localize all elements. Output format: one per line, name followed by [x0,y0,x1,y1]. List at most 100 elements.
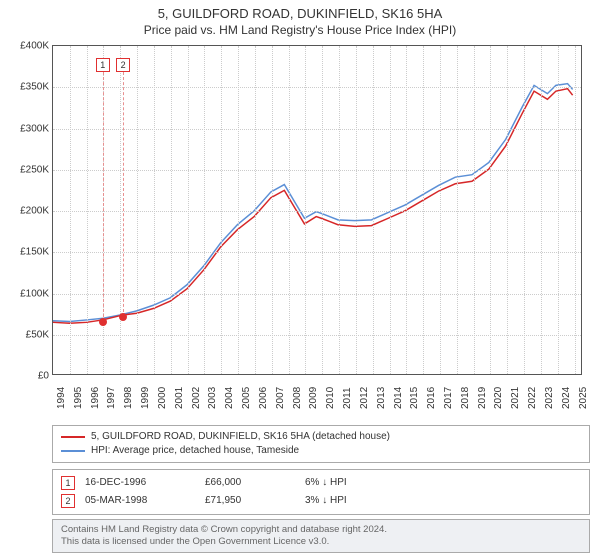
gridline-vertical [575,46,576,374]
x-tick-label: 1994 [56,387,67,409]
x-tick-label: 2018 [460,387,471,409]
gridline-vertical [558,46,559,374]
legend-item: HPI: Average price, detached house, Tame… [61,444,581,458]
gridline-vertical [171,46,172,374]
gridline-vertical [322,46,323,374]
gridline-horizontal [53,252,581,253]
legend-swatch [61,436,85,438]
sale-row: 205-MAR-1998£71,9503% ↓ HPI [61,492,581,510]
footer-attribution: Contains HM Land Registry data © Crown c… [52,519,590,553]
x-tick-label: 2004 [224,387,235,409]
gridline-vertical [221,46,222,374]
y-tick-label: £100K [11,288,49,299]
sale-marker-dot [99,318,107,326]
x-tick-label: 1995 [73,387,84,409]
y-tick-label: £50K [11,329,49,340]
footer-line-2: This data is licensed under the Open Gov… [61,536,581,548]
x-tick-label: 2011 [342,387,353,409]
gridline-vertical [440,46,441,374]
chart-container: £0£50K£100K£150K£200K£250K£300K£350K£400… [10,41,590,421]
x-tick-label: 2002 [191,387,202,409]
gridline-vertical [238,46,239,374]
footer-line-1: Contains HM Land Registry data © Crown c… [61,524,581,536]
page-title: 5, GUILDFORD ROAD, DUKINFIELD, SK16 5HA [0,0,600,21]
sale-marker-box: 1 [96,58,110,72]
gridline-vertical [356,46,357,374]
x-tick-label: 2005 [241,387,252,409]
y-tick-label: £200K [11,206,49,217]
sale-row-diff: 3% ↓ HPI [305,492,375,510]
sale-marker-line [103,72,104,322]
y-tick-label: £350K [11,82,49,93]
gridline-vertical [255,46,256,374]
line-chart-svg [53,46,581,374]
gridline-vertical [305,46,306,374]
x-tick-label: 2010 [325,387,336,409]
x-tick-label: 2022 [527,387,538,409]
gridline-vertical [188,46,189,374]
gridline-vertical [490,46,491,374]
gridline-vertical [541,46,542,374]
sales-table: 116-DEC-1996£66,0006% ↓ HPI205-MAR-1998£… [52,469,590,515]
x-tick-label: 1998 [123,387,134,409]
gridline-horizontal [53,294,581,295]
gridline-vertical [137,46,138,374]
sale-row-date: 05-MAR-1998 [85,492,195,510]
gridline-vertical [507,46,508,374]
gridline-vertical [373,46,374,374]
legend-item: 5, GUILDFORD ROAD, DUKINFIELD, SK16 5HA … [61,430,581,444]
x-tick-label: 2025 [578,387,589,409]
x-tick-label: 2013 [376,387,387,409]
y-tick-label: £300K [11,123,49,134]
y-tick-label: £0 [11,371,49,382]
gridline-horizontal [53,335,581,336]
x-tick-label: 2016 [426,387,437,409]
legend-label: HPI: Average price, detached house, Tame… [91,444,299,458]
legend-label: 5, GUILDFORD ROAD, DUKINFIELD, SK16 5HA … [91,430,390,444]
page-subtitle: Price paid vs. HM Land Registry's House … [0,21,600,41]
sale-marker-box: 2 [116,58,130,72]
x-tick-label: 2000 [157,387,168,409]
x-tick-label: 2014 [393,387,404,409]
x-tick-label: 2020 [493,387,504,409]
x-tick-label: 2007 [275,387,286,409]
gridline-vertical [390,46,391,374]
x-tick-label: 2001 [174,387,185,409]
y-tick-label: £400K [11,41,49,52]
x-tick-label: 2023 [544,387,555,409]
x-tick-label: 2024 [561,387,572,409]
gridline-vertical [524,46,525,374]
x-tick-label: 2015 [409,387,420,409]
sale-row-diff: 6% ↓ HPI [305,474,375,492]
legend-swatch [61,450,85,452]
x-tick-label: 2003 [207,387,218,409]
gridline-vertical [457,46,458,374]
x-tick-label: 2012 [359,387,370,409]
gridline-vertical [339,46,340,374]
gridline-vertical [423,46,424,374]
x-tick-label: 1999 [140,387,151,409]
gridline-horizontal [53,87,581,88]
y-tick-label: £150K [11,247,49,258]
gridline-horizontal [53,129,581,130]
gridline-vertical [289,46,290,374]
sale-row-marker: 1 [61,476,75,490]
sale-row-date: 16-DEC-1996 [85,474,195,492]
gridline-vertical [70,46,71,374]
x-tick-label: 1996 [90,387,101,409]
x-tick-label: 2008 [292,387,303,409]
gridline-vertical [120,46,121,374]
plot-area: £0£50K£100K£150K£200K£250K£300K£350K£400… [52,45,582,375]
sale-row-marker: 2 [61,494,75,508]
series-line [53,89,573,324]
sale-marker-line [123,72,124,317]
x-tick-label: 1997 [106,387,117,409]
gridline-vertical [154,46,155,374]
gridline-vertical [87,46,88,374]
sale-marker-dot [119,313,127,321]
x-tick-label: 2021 [510,387,521,409]
series-line [53,84,573,322]
gridline-vertical [272,46,273,374]
gridline-vertical [204,46,205,374]
legend-box: 5, GUILDFORD ROAD, DUKINFIELD, SK16 5HA … [52,425,590,463]
